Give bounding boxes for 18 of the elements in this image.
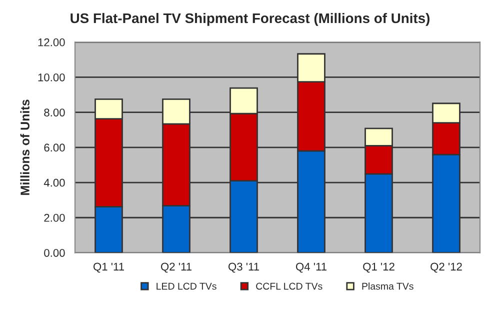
chart-title: US Flat-Panel TV Shipment Forecast (Millions of Units) — [70, 12, 430, 26]
y-tick-label: 8.00 — [44, 108, 65, 116]
legend-label: LED LCD TVs — [156, 282, 216, 290]
legend-label: Plasma TVs — [362, 282, 414, 290]
y-tick-label: 4.00 — [44, 178, 65, 187]
x-tick-label: Q2 '12 — [430, 262, 462, 273]
x-tick-label: Q2 '11 — [160, 262, 192, 273]
y-tick-label: 0.00 — [44, 248, 65, 257]
x-tick-label: Q1 '12 — [363, 262, 394, 273]
y-tick-label: 6.00 — [44, 144, 65, 152]
x-tick-label: Q1 '11 — [93, 262, 124, 273]
x-tick-label: Q3 '11 — [228, 262, 259, 273]
y-tick-label: 12.00 — [38, 38, 65, 46]
y-tick-label: 10.00 — [38, 73, 65, 82]
y-axis-title: Millions of Units — [20, 100, 30, 195]
y-tick-label: 2.00 — [44, 214, 65, 222]
x-tick-label: Q4 '11 — [296, 262, 326, 273]
legend-label: CCFL LCD TVs — [256, 282, 322, 290]
